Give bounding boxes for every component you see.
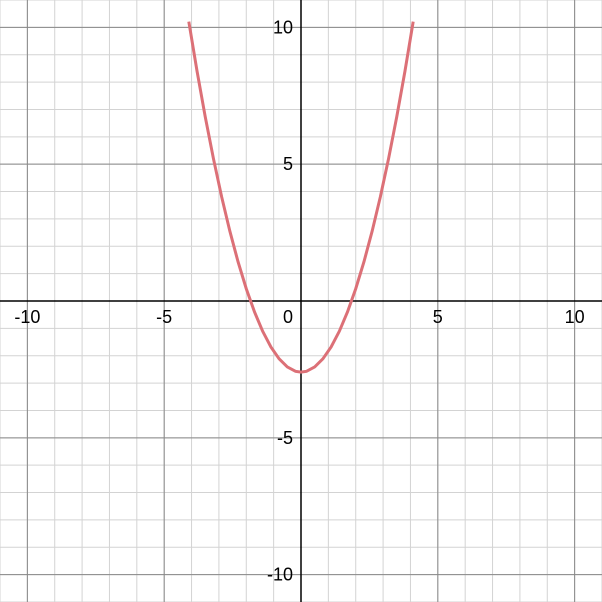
y-tick-label: -5 [277, 428, 293, 448]
x-tick-label: -5 [156, 307, 172, 327]
parabola-chart: -10 -5 0 5 10 -10 -5 5 10 [0, 0, 602, 602]
y-tick-label: -10 [267, 565, 293, 585]
y-tick-label: 5 [283, 154, 293, 174]
x-tick-label: 0 [283, 307, 293, 327]
x-tick-label: 5 [433, 307, 443, 327]
y-tick-label: 10 [273, 17, 293, 37]
x-tick-label: 10 [565, 307, 585, 327]
chart-svg: -10 -5 0 5 10 -10 -5 5 10 [0, 0, 602, 602]
x-tick-label: -10 [14, 307, 40, 327]
